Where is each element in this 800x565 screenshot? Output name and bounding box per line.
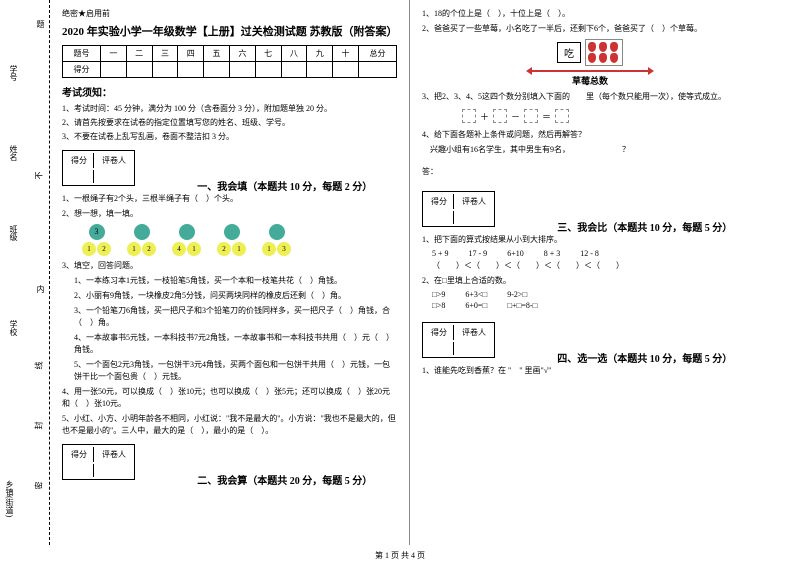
page-footer: 第 1 页 共 4 页 bbox=[0, 550, 800, 561]
section2-title: 二、我会算（本题共 20 分，每题 5 分） bbox=[197, 476, 372, 487]
strawberry-diagram: 吃 草莓总数 bbox=[422, 39, 758, 87]
q2-3: 3、把2、3、4、5这四个数分别填入下面的 里（每个数只能用一次），使等式成立。 bbox=[422, 91, 758, 103]
th: 总分 bbox=[358, 46, 396, 62]
q2-2: 2、爸爸买了一些草莓，小名吃了一半后，还剩下6个，爸爸买了（ ）个草莓。 bbox=[422, 23, 758, 35]
left-column: 绝密★启用前 2020 年实验小学一年级数学【上册】过关检测试题 苏教版（附答案… bbox=[50, 0, 410, 545]
th: 五 bbox=[204, 46, 230, 62]
compare-row: 5 + 917 - 96+108 + 312 - 8 bbox=[432, 249, 758, 258]
th: 十 bbox=[333, 46, 359, 62]
section-score-box: 得分评卷人 bbox=[422, 322, 495, 358]
q1-3-4: 4、一本故事书5元钱，一本科技书7元2角钱，一本故事书和一本科技书共用（ ）元（… bbox=[74, 332, 397, 356]
beads-diagram: 312 12 41 21 13 bbox=[82, 224, 397, 256]
section-score-box: 得分评卷人 bbox=[62, 150, 135, 186]
binding-margin: 题 学号 姓名 不 班级 内 学校 线 封 密 乡镇(街道) bbox=[0, 0, 50, 545]
th: 六 bbox=[229, 46, 255, 62]
binding-dash: 线 bbox=[34, 362, 45, 370]
q1-1: 1、一根绳子有2个头，三根半绳子有（ ）个头。 bbox=[62, 193, 397, 205]
q1-3-3: 3、一个铅笔刀6角钱，买一把尺子和3个铅笔刀的价钱同样多，买一把尺子（ ）角钱，… bbox=[74, 305, 397, 329]
binding-label: 学号 bbox=[8, 65, 19, 81]
binding-label: 内 bbox=[35, 285, 46, 293]
th: 二 bbox=[126, 46, 152, 62]
section3-title: 三、我会比（本题共 10 分，每题 5 分） bbox=[557, 223, 732, 234]
binding-dash: 封 bbox=[34, 422, 45, 430]
th: 四 bbox=[178, 46, 204, 62]
q1-3-1: 1、一本练习本1元钱，一枝铅笔5角钱，买一个本和一枝笔共花（ ）角钱。 bbox=[74, 275, 397, 287]
binding-dash: 密 bbox=[34, 482, 45, 490]
q1-4: 4、用一张50元，可以换成（ ）张10元；也可以换成（ ）张5元；还可以换成（ … bbox=[62, 386, 397, 410]
th: 八 bbox=[281, 46, 307, 62]
binding-label: 班级 bbox=[8, 225, 19, 241]
binding-label: 学校 bbox=[8, 320, 19, 336]
q3-1: 1、把下面的算式按结果从小到大排序。 bbox=[422, 234, 758, 246]
answer-label: 答： bbox=[422, 166, 758, 178]
notice-item: 3、不要在试卷上乱写乱画，卷面不整洁扣 3 分。 bbox=[62, 131, 397, 142]
q1-2: 2、想一想，填一填。 bbox=[62, 208, 397, 220]
th: 题号 bbox=[63, 46, 101, 62]
score-table: 题号 一 二 三 四 五 六 七 八 九 十 总分 得分 bbox=[62, 45, 397, 78]
q2-4-sub: 兴趣小组有16名学生，其中男生有9名， ？ bbox=[430, 144, 758, 156]
binding-label: 题 bbox=[35, 20, 46, 28]
binding-label: 姓名 bbox=[8, 145, 19, 161]
q3-1-ans: （ ）＜（ ）＜（ ）＜（ ）＜（ ） bbox=[432, 260, 758, 272]
th: 一 bbox=[100, 46, 126, 62]
exam-title: 2020 年实验小学一年级数学【上册】过关检测试题 苏教版（附答案） bbox=[62, 23, 397, 39]
binding-label: 乡镇(街道) bbox=[4, 480, 15, 517]
q1-3: 3、填空，回答问题。 bbox=[62, 260, 397, 272]
section-score-box: 得分评卷人 bbox=[62, 444, 135, 480]
q1-5: 5、小红、小方、小明年龄各不相同，小红说："我不是最大的"。小方说："我也不是最… bbox=[62, 413, 397, 437]
notice-title: 考试须知： bbox=[62, 84, 397, 99]
berry-grid bbox=[585, 39, 623, 66]
notice-item: 1、考试时间：45 分钟，满分为 100 分（含卷面分 3 分），附加题单独 2… bbox=[62, 103, 397, 114]
compare-row: □>96+3<□9-2>□ bbox=[432, 290, 758, 299]
arrow-line bbox=[530, 70, 650, 72]
binding-dash: 不 bbox=[34, 172, 45, 180]
q2-4: 4、给下面各题补上条件或问题，然后再解答？ bbox=[422, 129, 758, 141]
q3-2: 2、在□里填上合适的数。 bbox=[422, 275, 758, 287]
th: 九 bbox=[307, 46, 333, 62]
section-score-box: 得分评卷人 bbox=[422, 191, 495, 227]
section4-title: 四、选一选（本题共 10 分，每题 5 分） bbox=[557, 354, 732, 365]
compare-row: □>86+0=□□+□=8-□ bbox=[432, 301, 758, 310]
confidential-mark: 绝密★启用前 bbox=[62, 8, 397, 19]
eat-label: 吃 bbox=[557, 42, 581, 63]
td: 得分 bbox=[63, 62, 101, 78]
section1-title: 一、我会填（本题共 10 分，每题 2 分） bbox=[197, 182, 372, 193]
q1-3-5: 5、一个面包2元3角钱，一包饼干3元4角钱，买两个面包和一包饼干共用（ ）元钱，… bbox=[74, 359, 397, 383]
q1-3-2: 2、小丽有9角钱，一块橡皮2角5分钱，问买两块同样的橡皮后还剩（ ）角。 bbox=[74, 290, 397, 302]
equation-boxes: ＋－＝ bbox=[462, 109, 758, 123]
th: 七 bbox=[255, 46, 281, 62]
notice-item: 2、请首先按要求在试卷的指定位置填写您的姓名、班级、学号。 bbox=[62, 117, 397, 128]
q2-1: 1、18的个位上是（ ），十位上是（ ）。 bbox=[422, 8, 758, 20]
q4-1: 1、谁能先吃到香蕉？在 " " 里画"√" bbox=[422, 365, 758, 377]
right-column: 1、18的个位上是（ ），十位上是（ ）。 2、爸爸买了一些草莓，小名吃了一半后… bbox=[410, 0, 770, 545]
total-label: 草莓总数 bbox=[572, 74, 608, 87]
th: 三 bbox=[152, 46, 178, 62]
